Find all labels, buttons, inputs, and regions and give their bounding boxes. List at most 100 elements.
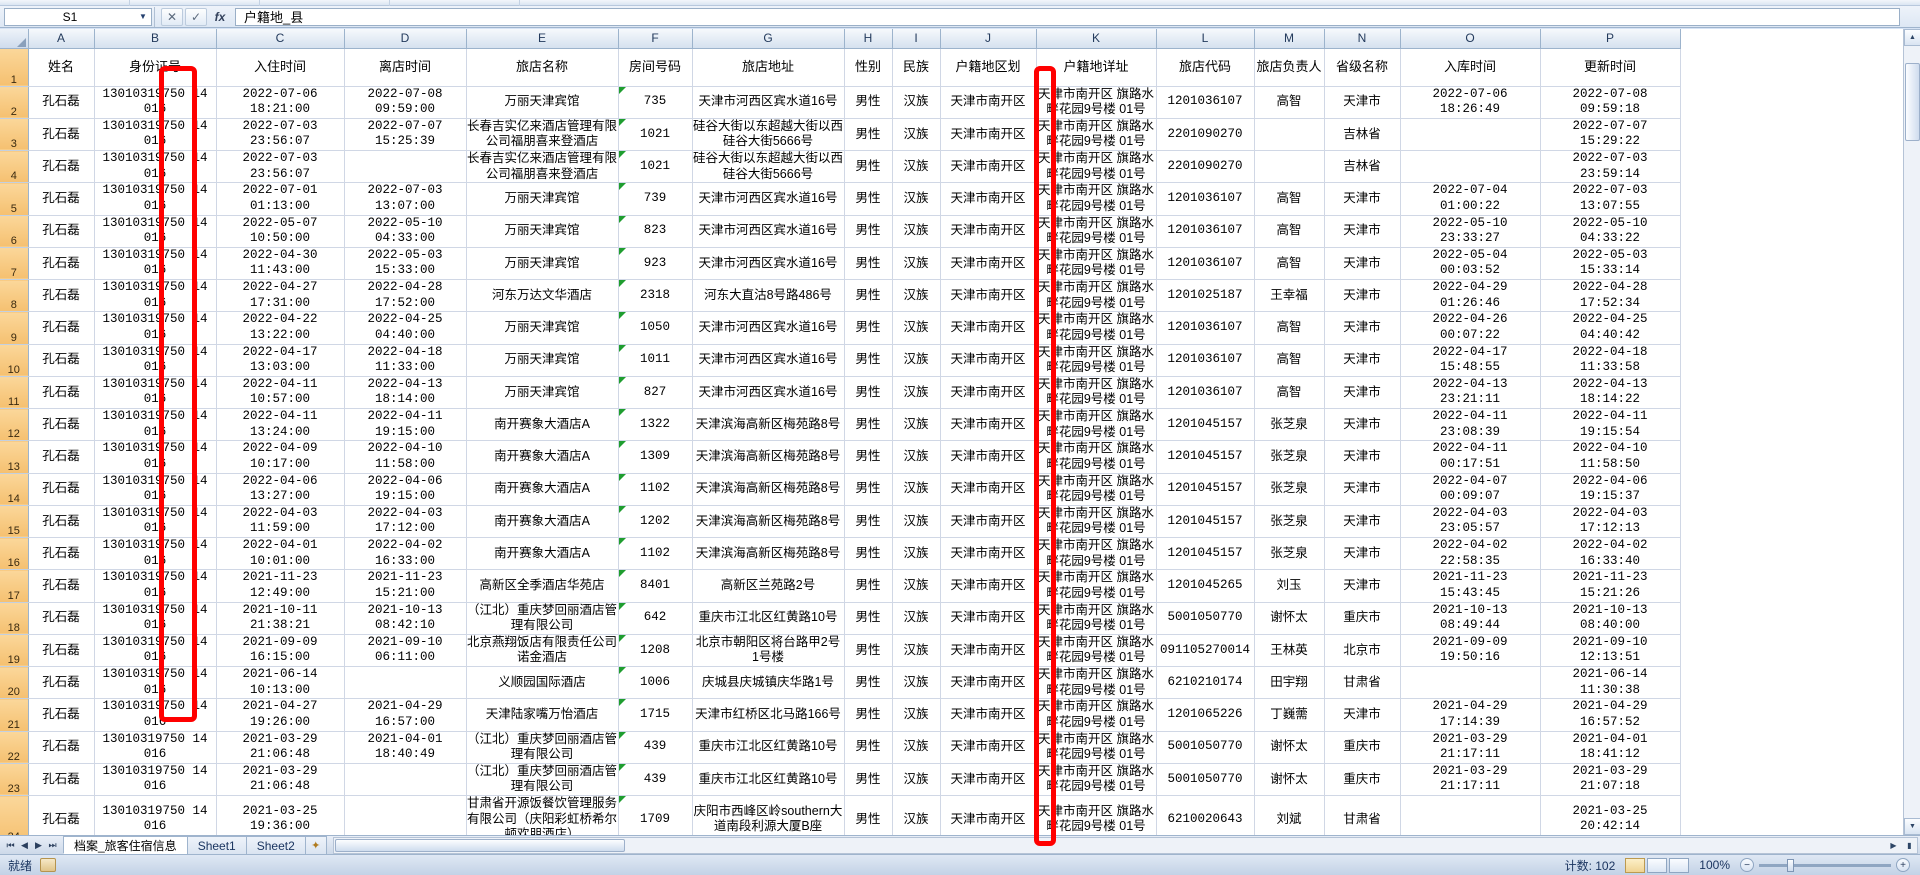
horizontal-scrollbar[interactable]: ▶ ▮: [332, 836, 1918, 854]
cell-G4[interactable]: 硅谷大街以东超越大街以西硅谷大街5666号: [692, 150, 845, 184]
cell-C12[interactable]: 2022-04-11 13:24:00: [216, 408, 345, 442]
cell-P3[interactable]: 2022-07-07 15:29:22: [1540, 118, 1681, 152]
add-sheet-icon[interactable]: ✦: [304, 836, 327, 854]
cell-E17[interactable]: 高新区全季酒店华苑店: [466, 569, 619, 603]
cell-A5[interactable]: 孔石磊: [28, 182, 95, 216]
cell-H2[interactable]: 男性: [844, 86, 893, 119]
row-header[interactable]: 17: [0, 569, 29, 603]
cell-K6[interactable]: 天津市南开区 旗路水畔花园9号楼 01号: [1036, 215, 1157, 248]
cell-N6[interactable]: 天津市: [1324, 215, 1401, 248]
cell-G20[interactable]: 庆城县庆城镇庆华路1号: [692, 666, 845, 700]
column-title-K[interactable]: 户籍地详址: [1036, 48, 1157, 87]
cell-H11[interactable]: 男性: [844, 376, 893, 410]
insert-function-icon[interactable]: fx: [214, 9, 226, 24]
row-header[interactable]: 12: [0, 408, 29, 442]
cell-P4[interactable]: 2022-07-03 23:59:14: [1540, 150, 1681, 184]
cell-I6[interactable]: 汉族: [892, 215, 941, 248]
column-title-O[interactable]: 入库时间: [1400, 48, 1541, 87]
column-title-A[interactable]: 姓名: [28, 48, 95, 87]
cell-G5[interactable]: 天津市河西区宾水道16号: [692, 182, 845, 216]
cell-I12[interactable]: 汉族: [892, 408, 941, 442]
cell-L18[interactable]: 5001050770: [1156, 602, 1255, 635]
column-header-A[interactable]: A: [28, 29, 95, 49]
cell-O19[interactable]: 2021-09-09 19:50:16: [1400, 634, 1541, 668]
cell-B9[interactable]: 13010319750 14 016: [94, 311, 217, 345]
row-header[interactable]: 4: [0, 150, 29, 184]
row-header[interactable]: 2: [0, 86, 29, 119]
page-layout-view-icon[interactable]: [1647, 857, 1668, 873]
cell-F5[interactable]: 739: [618, 182, 693, 216]
cell-P8[interactable]: 2022-04-28 17:52:34: [1540, 279, 1681, 313]
cell-L17[interactable]: 1201045265: [1156, 569, 1255, 603]
cell-L19[interactable]: 091105270014: [1156, 634, 1255, 668]
cell-L7[interactable]: 1201036107: [1156, 247, 1255, 281]
cell-M11[interactable]: 高智: [1254, 376, 1325, 410]
cell-O13[interactable]: 2022-04-11 00:17:51: [1400, 440, 1541, 474]
column-title-J[interactable]: 户籍地区划: [940, 48, 1037, 87]
cell-N24[interactable]: 甘肃省: [1324, 795, 1401, 835]
cell-K24[interactable]: 天津市南开区 旗路水畔花园9号楼 01号: [1036, 795, 1157, 835]
cell-F11[interactable]: 827: [618, 376, 693, 410]
row-header[interactable]: 7: [0, 247, 29, 281]
cell-N2[interactable]: 天津市: [1324, 86, 1401, 119]
cell-K17[interactable]: 天津市南开区 旗路水畔花园9号楼 01号: [1036, 569, 1157, 603]
cell-I10[interactable]: 汉族: [892, 344, 941, 377]
cell-G9[interactable]: 天津市河西区宾水道16号: [692, 311, 845, 345]
chevron-down-icon[interactable]: ▼: [139, 12, 147, 21]
cell-F13[interactable]: 1309: [618, 440, 693, 474]
cell-O7[interactable]: 2022-05-04 00:03:52: [1400, 247, 1541, 281]
column-header-L[interactable]: L: [1156, 29, 1255, 49]
cell-B22[interactable]: 13010319750 14 016: [94, 731, 217, 764]
cell-N23[interactable]: 重庆市: [1324, 763, 1401, 797]
cell-O10[interactable]: 2022-04-17 15:48:55: [1400, 344, 1541, 377]
cell-F22[interactable]: 439: [618, 731, 693, 764]
cell-I13[interactable]: 汉族: [892, 440, 941, 474]
cell-B13[interactable]: 13010319750 14 016: [94, 440, 217, 474]
cell-N11[interactable]: 天津市: [1324, 376, 1401, 410]
cell-D4[interactable]: [344, 150, 467, 184]
row-header[interactable]: 9: [0, 311, 29, 345]
cell-F9[interactable]: 1050: [618, 311, 693, 345]
cell-L2[interactable]: 1201036107: [1156, 86, 1255, 119]
cell-A4[interactable]: 孔石磊: [28, 150, 95, 184]
prev-sheet-icon[interactable]: ◀: [21, 839, 28, 850]
cell-H6[interactable]: 男性: [844, 215, 893, 248]
cell-F21[interactable]: 1715: [618, 698, 693, 732]
cell-I19[interactable]: 汉族: [892, 634, 941, 668]
cell-K9[interactable]: 天津市南开区 旗路水畔花园9号楼 01号: [1036, 311, 1157, 345]
row-header[interactable]: 16: [0, 537, 29, 571]
cell-K15[interactable]: 天津市南开区 旗路水畔花园9号楼 01号: [1036, 505, 1157, 539]
normal-view-icon[interactable]: [1625, 857, 1646, 873]
cell-L12[interactable]: 1201045157: [1156, 408, 1255, 442]
cell-A23[interactable]: 孔石磊: [28, 763, 95, 797]
cell-E14[interactable]: 南开赛象大酒店A: [466, 473, 619, 506]
cell-J8[interactable]: 天津市南开区: [940, 279, 1037, 313]
cell-E18[interactable]: （江北）重庆梦回丽酒店管理有限公司: [466, 602, 619, 635]
cell-N19[interactable]: 北京市: [1324, 634, 1401, 668]
cell-M5[interactable]: 高智: [1254, 182, 1325, 216]
column-title-H[interactable]: 性别: [844, 48, 893, 87]
cell-N21[interactable]: 天津市: [1324, 698, 1401, 732]
cell-J10[interactable]: 天津市南开区: [940, 344, 1037, 377]
cell-F10[interactable]: 1011: [618, 344, 693, 377]
cell-O21[interactable]: 2021-04-29 17:14:39: [1400, 698, 1541, 732]
column-title-D[interactable]: 离店时间: [344, 48, 467, 87]
cell-I9[interactable]: 汉族: [892, 311, 941, 345]
cell-B18[interactable]: 13010319750 14 016: [94, 602, 217, 635]
cell-A2[interactable]: 孔石磊: [28, 86, 95, 119]
cell-F19[interactable]: 1208: [618, 634, 693, 668]
cell-J22[interactable]: 天津市南开区: [940, 731, 1037, 764]
cell-D15[interactable]: 2022-04-03 17:12:00: [344, 505, 467, 539]
next-sheet-icon[interactable]: ▶: [35, 839, 42, 850]
cell-D7[interactable]: 2022-05-03 15:33:00: [344, 247, 467, 281]
cell-A7[interactable]: 孔石磊: [28, 247, 95, 281]
cell-G14[interactable]: 天津滨海高新区梅苑路8号: [692, 473, 845, 506]
cell-M8[interactable]: 王幸福: [1254, 279, 1325, 313]
cell-N18[interactable]: 重庆市: [1324, 602, 1401, 635]
cell-B4[interactable]: 13010319750 14 016: [94, 150, 217, 184]
cell-G8[interactable]: 河东大直沽8号路486号: [692, 279, 845, 313]
cell-A17[interactable]: 孔石磊: [28, 569, 95, 603]
cell-G10[interactable]: 天津市河西区宾水道16号: [692, 344, 845, 377]
cell-A16[interactable]: 孔石磊: [28, 537, 95, 571]
cell-C10[interactable]: 2022-04-17 13:03:00: [216, 344, 345, 377]
